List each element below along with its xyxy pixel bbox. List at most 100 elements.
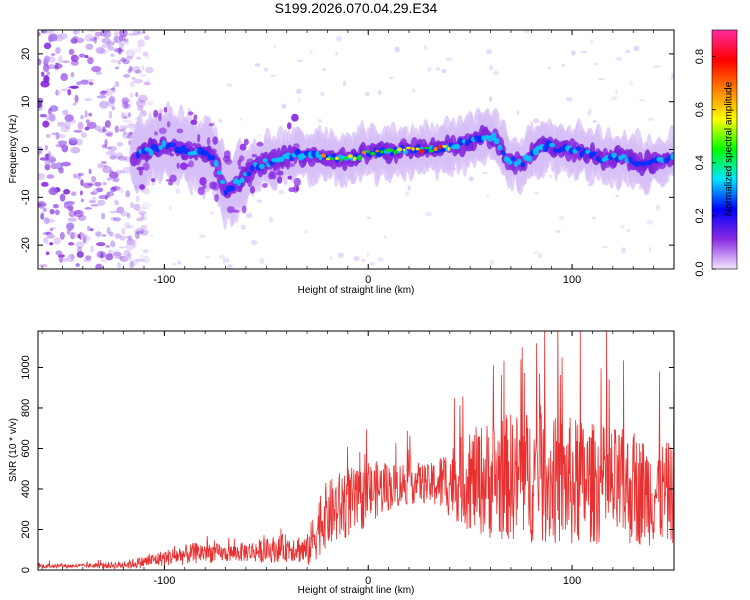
- noise-blob: [135, 99, 146, 108]
- colorbar-frame: [711, 29, 738, 270]
- noise-blob: [76, 251, 84, 258]
- faint-blob: [304, 229, 308, 234]
- ridge-peak: [352, 156, 357, 161]
- noise-blob: [134, 69, 142, 74]
- noise-blob: [142, 249, 149, 253]
- noise-blob: [127, 253, 132, 259]
- faint-blob: [146, 101, 154, 106]
- noise-blob: [45, 30, 55, 35]
- figure-title: S199.2026.070.04.29.E34: [275, 0, 438, 16]
- ridge-burst: [223, 150, 231, 159]
- noise-blob: [133, 78, 144, 84]
- faint-blob: [177, 260, 181, 265]
- noise-blob: [70, 232, 75, 240]
- faint-blob: [256, 134, 262, 137]
- ridge-core: [454, 143, 461, 150]
- noise-blob: [107, 46, 115, 51]
- noise-blob: [44, 160, 51, 165]
- faint-blob: [365, 216, 372, 219]
- noise-blob: [118, 246, 126, 249]
- noise-blob: [69, 118, 76, 124]
- noise-blob: [87, 225, 91, 232]
- noise-blob: [38, 202, 44, 208]
- faint-blob: [615, 90, 619, 95]
- noise-blob: [42, 208, 47, 212]
- noise-blob: [108, 171, 119, 179]
- noise-blob: [135, 92, 139, 97]
- faint-blob: [226, 264, 233, 269]
- noise-blob: [59, 193, 66, 202]
- noise-blob: [71, 191, 77, 197]
- colorbar-tick-label: 0.8: [694, 49, 706, 64]
- noise-blob: [76, 81, 82, 86]
- faint-blob: [366, 252, 369, 257]
- ridge-burst: [293, 177, 301, 187]
- noise-blob: [96, 95, 107, 99]
- noise-blob: [102, 181, 107, 186]
- faint-blob: [441, 69, 447, 74]
- noise-blob: [68, 137, 78, 144]
- faint-blob: [137, 208, 143, 212]
- faint-blob: [169, 205, 172, 211]
- ridge-core: [158, 145, 163, 151]
- noise-blob: [104, 133, 113, 136]
- noise-blob: [143, 81, 151, 86]
- noise-blob: [94, 125, 102, 131]
- spectrogram-noise: [38, 30, 674, 269]
- noise-blob: [80, 132, 87, 138]
- faint-blob: [407, 185, 411, 191]
- noise-blob: [114, 30, 119, 38]
- faint-blob: [342, 80, 347, 86]
- noise-blob: [47, 107, 53, 116]
- ridge-burst: [197, 186, 205, 196]
- noise-blob: [40, 181, 49, 187]
- faint-blob: [590, 39, 593, 44]
- spectrogram-y-tick-label: -20: [20, 237, 32, 253]
- snr-y-tick-label: 600: [20, 439, 32, 457]
- ridge-burst: [273, 148, 277, 157]
- spectrogram-y-tick-label: 20: [20, 48, 32, 60]
- ridge-core: [458, 138, 464, 146]
- noise-blob: [135, 227, 145, 235]
- noise-blob: [105, 253, 114, 261]
- faint-blob: [377, 90, 382, 95]
- ridge-burst: [238, 165, 245, 170]
- colorbar-tick-label: 0.4: [694, 155, 706, 170]
- faint-blob: [648, 246, 652, 252]
- ridge-burst: [158, 127, 167, 135]
- ridge-peak: [415, 147, 420, 151]
- noise-blob: [39, 113, 47, 118]
- noise-blob: [137, 39, 146, 47]
- ridge-core: [210, 154, 216, 161]
- ridge-core: [526, 155, 533, 162]
- ridge-burst: [202, 184, 207, 189]
- ridge-core: [481, 135, 486, 141]
- noise-blob: [101, 30, 111, 33]
- noise-blob: [67, 85, 77, 89]
- noise-blob: [63, 188, 71, 195]
- colorbar-ticks: 0.0 0.2 0.4 0.6 0.8: [694, 49, 716, 277]
- noise-blob: [38, 58, 42, 66]
- noise-blob: [69, 231, 79, 239]
- noise-blob: [97, 199, 106, 206]
- noise-blob: [62, 109, 69, 116]
- noise-blob: [60, 73, 69, 82]
- noise-blob: [110, 59, 118, 64]
- faint-blob: [486, 194, 489, 197]
- colorbar-gradient: [712, 30, 737, 269]
- ridge-peak: [375, 149, 380, 153]
- spectrogram-xlabel: Height of straight line (km): [298, 285, 415, 296]
- noise-blob: [124, 103, 131, 110]
- noise-blob: [116, 206, 125, 214]
- noise-blob: [88, 81, 94, 86]
- faint-blob: [226, 83, 233, 87]
- faint-blob: [353, 256, 360, 262]
- faint-blob: [592, 216, 596, 219]
- ridge-burst: [206, 137, 211, 146]
- noise-blob: [136, 31, 147, 35]
- noise-blob: [127, 69, 132, 74]
- noise-blob: [117, 60, 121, 65]
- faint-blob: [297, 98, 301, 102]
- noise-blob: [65, 200, 75, 206]
- noise-blob: [119, 125, 128, 130]
